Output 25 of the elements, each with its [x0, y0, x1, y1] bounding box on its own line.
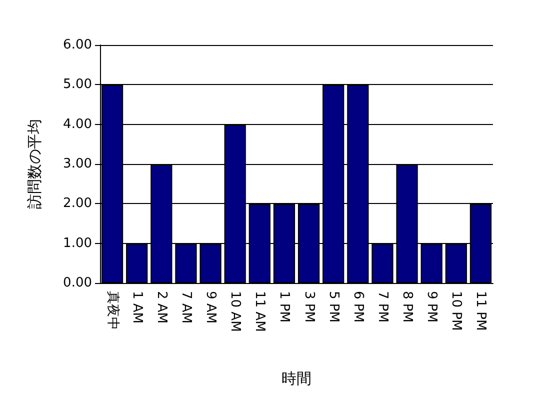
- x-tick-label: 10 PM: [448, 291, 464, 331]
- x-tick-label: 7 PM: [374, 291, 390, 322]
- x-tick-label: 10 AM: [228, 291, 243, 332]
- x-tick-label: 3 PM: [301, 291, 316, 322]
- y-tick-label: 5.00: [63, 77, 92, 92]
- x-tick-label: 7 AM: [178, 291, 194, 324]
- y-axis-title: 訪問数の平均: [26, 119, 44, 209]
- y-tick-label: 6.00: [63, 38, 92, 52]
- x-tick-label: 9 PM: [424, 291, 440, 322]
- x-tick-label: 9 AM: [203, 291, 218, 324]
- y-tick-label: 2.00: [63, 196, 92, 212]
- x-tick-label: 11 PM: [473, 291, 488, 331]
- x-tick-label: 5 PM: [326, 291, 341, 322]
- x-tick-label: 1 AM: [129, 291, 144, 324]
- x-tick-label: 11 AM: [252, 291, 268, 332]
- y-tick-label: 3.00: [63, 156, 92, 172]
- x-axis-title: 時間: [282, 370, 312, 388]
- x-tick-label: 8 PM: [400, 291, 415, 322]
- x-tick-label: 6 PM: [350, 291, 366, 322]
- x-tick-label: 真夜中: [104, 291, 121, 330]
- y-tick-label: 4.00: [63, 116, 92, 132]
- x-tick-label: 1 PM: [276, 291, 292, 322]
- y-tick-label: 0.00: [63, 276, 92, 290]
- y-tick-label: 1.00: [63, 236, 92, 251]
- x-tick-label: 2 AM: [154, 291, 169, 324]
